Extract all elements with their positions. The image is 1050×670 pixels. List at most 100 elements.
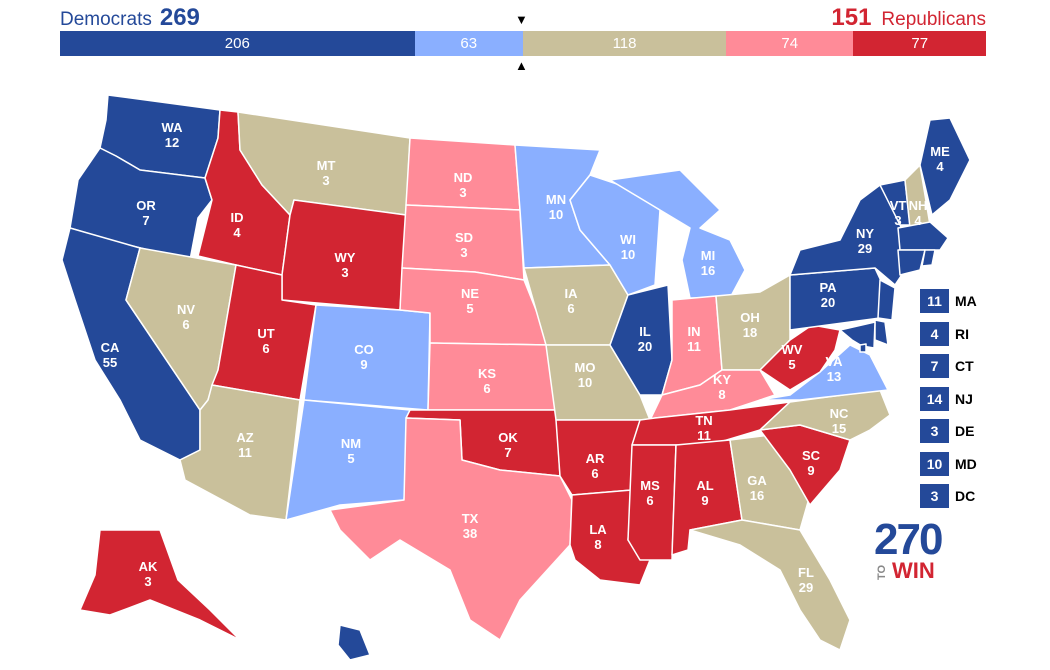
state-label-va: VA (825, 354, 843, 369)
state-ev-mn: 10 (549, 207, 563, 222)
state-label-ok: OK (498, 430, 518, 445)
small-state-label-de: DE (955, 423, 975, 439)
state-mi[interactable] (609, 169, 746, 299)
state-de[interactable] (874, 319, 889, 346)
us-electoral-map: WA12OR7CA55ID4NV6MT3WY3UT6AZ11CO9NM5ND3S… (61, 94, 971, 661)
democrats-label: Democrats (60, 9, 152, 30)
state-label-nm: NM (341, 436, 361, 451)
state-ev-ne: 5 (466, 301, 473, 316)
state-label-az: AZ (236, 430, 253, 445)
state-mo[interactable] (545, 344, 651, 421)
state-wv[interactable] (759, 324, 841, 391)
state-ev-ms: 6 (646, 493, 653, 508)
state-hi[interactable] (337, 624, 371, 661)
small-state-label-ri: RI (955, 325, 969, 342)
state-label-mn: MN (546, 192, 566, 207)
small-state-label-ct: CT (955, 358, 974, 374)
bar-segment-1: 63 (414, 31, 523, 56)
state-ut[interactable] (211, 264, 317, 401)
small-state-ev-ri[interactable]: 4 (920, 321, 949, 346)
state-label-in: IN (688, 324, 701, 339)
state-ev-ks: 6 (483, 381, 490, 396)
state-ga[interactable] (729, 434, 811, 531)
state-label-tx: TX (462, 511, 479, 526)
state-ev-ut: 6 (262, 341, 269, 356)
small-state-ev-md[interactable]: 10 (920, 451, 949, 476)
state-ak[interactable] (79, 529, 241, 641)
state-ev-nv: 6 (182, 317, 189, 332)
state-ev-sd: 3 (460, 245, 467, 260)
state-nm[interactable] (285, 399, 411, 521)
state-ev-oh: 18 (743, 325, 757, 340)
state-ev-az: 11 (238, 445, 252, 460)
state-nj[interactable] (877, 279, 896, 321)
small-state-label-ma: MA (955, 293, 977, 309)
state-label-ia: IA (565, 286, 579, 301)
state-dc[interactable] (859, 343, 867, 353)
bar-segment-3: 74 (726, 31, 854, 56)
state-label-wv: WV (782, 342, 803, 357)
state-ev-or: 7 (142, 213, 149, 228)
state-fl[interactable] (689, 519, 851, 651)
state-label-nc: NC (830, 406, 849, 421)
logo-number: 270 (874, 515, 943, 564)
state-ev-tn: 11 (697, 428, 711, 443)
state-ev-il: 20 (638, 339, 652, 354)
state-ev-nm: 5 (347, 451, 354, 466)
bar-segment-4: 77 (853, 31, 986, 56)
state-az[interactable] (179, 384, 301, 521)
majority-marker-top-icon: ▼ (515, 12, 528, 27)
state-label-nv: NV (177, 302, 195, 317)
small-state-ev-ma[interactable]: 11 (920, 289, 949, 313)
state-ev-ca: 55 (103, 355, 117, 370)
republicans-ev-count: 151 (831, 4, 872, 31)
republicans-label: Republicans (881, 9, 986, 30)
state-label-ca: CA (101, 340, 120, 355)
state-ev-wv: 5 (788, 357, 795, 372)
state-label-ks: KS (478, 366, 496, 381)
state-ms[interactable] (627, 444, 677, 561)
small-state-ev-ct[interactable]: 7 (920, 354, 949, 378)
state-label-sc: SC (802, 448, 821, 463)
state-label-or: OR (136, 198, 156, 213)
state-me[interactable] (919, 117, 971, 216)
state-label-ak: AK (139, 559, 158, 574)
state-ev-ky: 8 (718, 387, 725, 402)
state-label-vt: VT (890, 198, 907, 213)
state-ev-ia: 6 (567, 301, 574, 316)
state-label-id: ID (231, 210, 244, 225)
state-label-sd: SD (455, 230, 473, 245)
state-label-ny: NY (856, 226, 874, 241)
small-state-label-dc: DC (955, 488, 976, 504)
state-ev-co: 9 (360, 357, 367, 372)
state-ev-wy: 3 (341, 265, 348, 280)
state-label-ut: UT (257, 326, 274, 341)
state-ev-va: 13 (827, 369, 841, 384)
state-label-al: AL (696, 478, 713, 493)
state-label-wi: WI (620, 232, 636, 247)
state-ev-nc: 15 (832, 421, 846, 436)
state-ev-nh: 4 (914, 213, 922, 228)
state-label-hi: HI (316, 628, 329, 643)
bar-segment-2: 118 (522, 31, 727, 56)
state-ev-ar: 6 (591, 466, 598, 481)
state-label-ms: MS (640, 478, 660, 493)
state-ev-vt: 3 (894, 213, 901, 228)
state-ri[interactable] (921, 249, 936, 267)
state-label-co: CO (354, 342, 374, 357)
state-ma[interactable] (897, 221, 949, 251)
state-md[interactable] (839, 321, 876, 349)
small-state-ev-nj[interactable]: 14 (920, 386, 949, 411)
small-state-ev-dc[interactable]: 3 (920, 484, 949, 508)
state-ev-wi: 10 (621, 247, 635, 262)
state-label-me: ME (930, 144, 950, 159)
state-tx[interactable] (329, 417, 573, 641)
small-state-ev-de[interactable]: 3 (920, 419, 949, 443)
state-ev-tx: 38 (463, 526, 477, 541)
state-ct[interactable] (897, 249, 926, 276)
state-or[interactable] (69, 147, 213, 261)
state-label-ar: AR (586, 451, 605, 466)
state-label-tn: TN (695, 413, 712, 428)
270towin-logo: 270 TO WIN (874, 518, 944, 584)
state-ev-la: 8 (594, 537, 601, 552)
